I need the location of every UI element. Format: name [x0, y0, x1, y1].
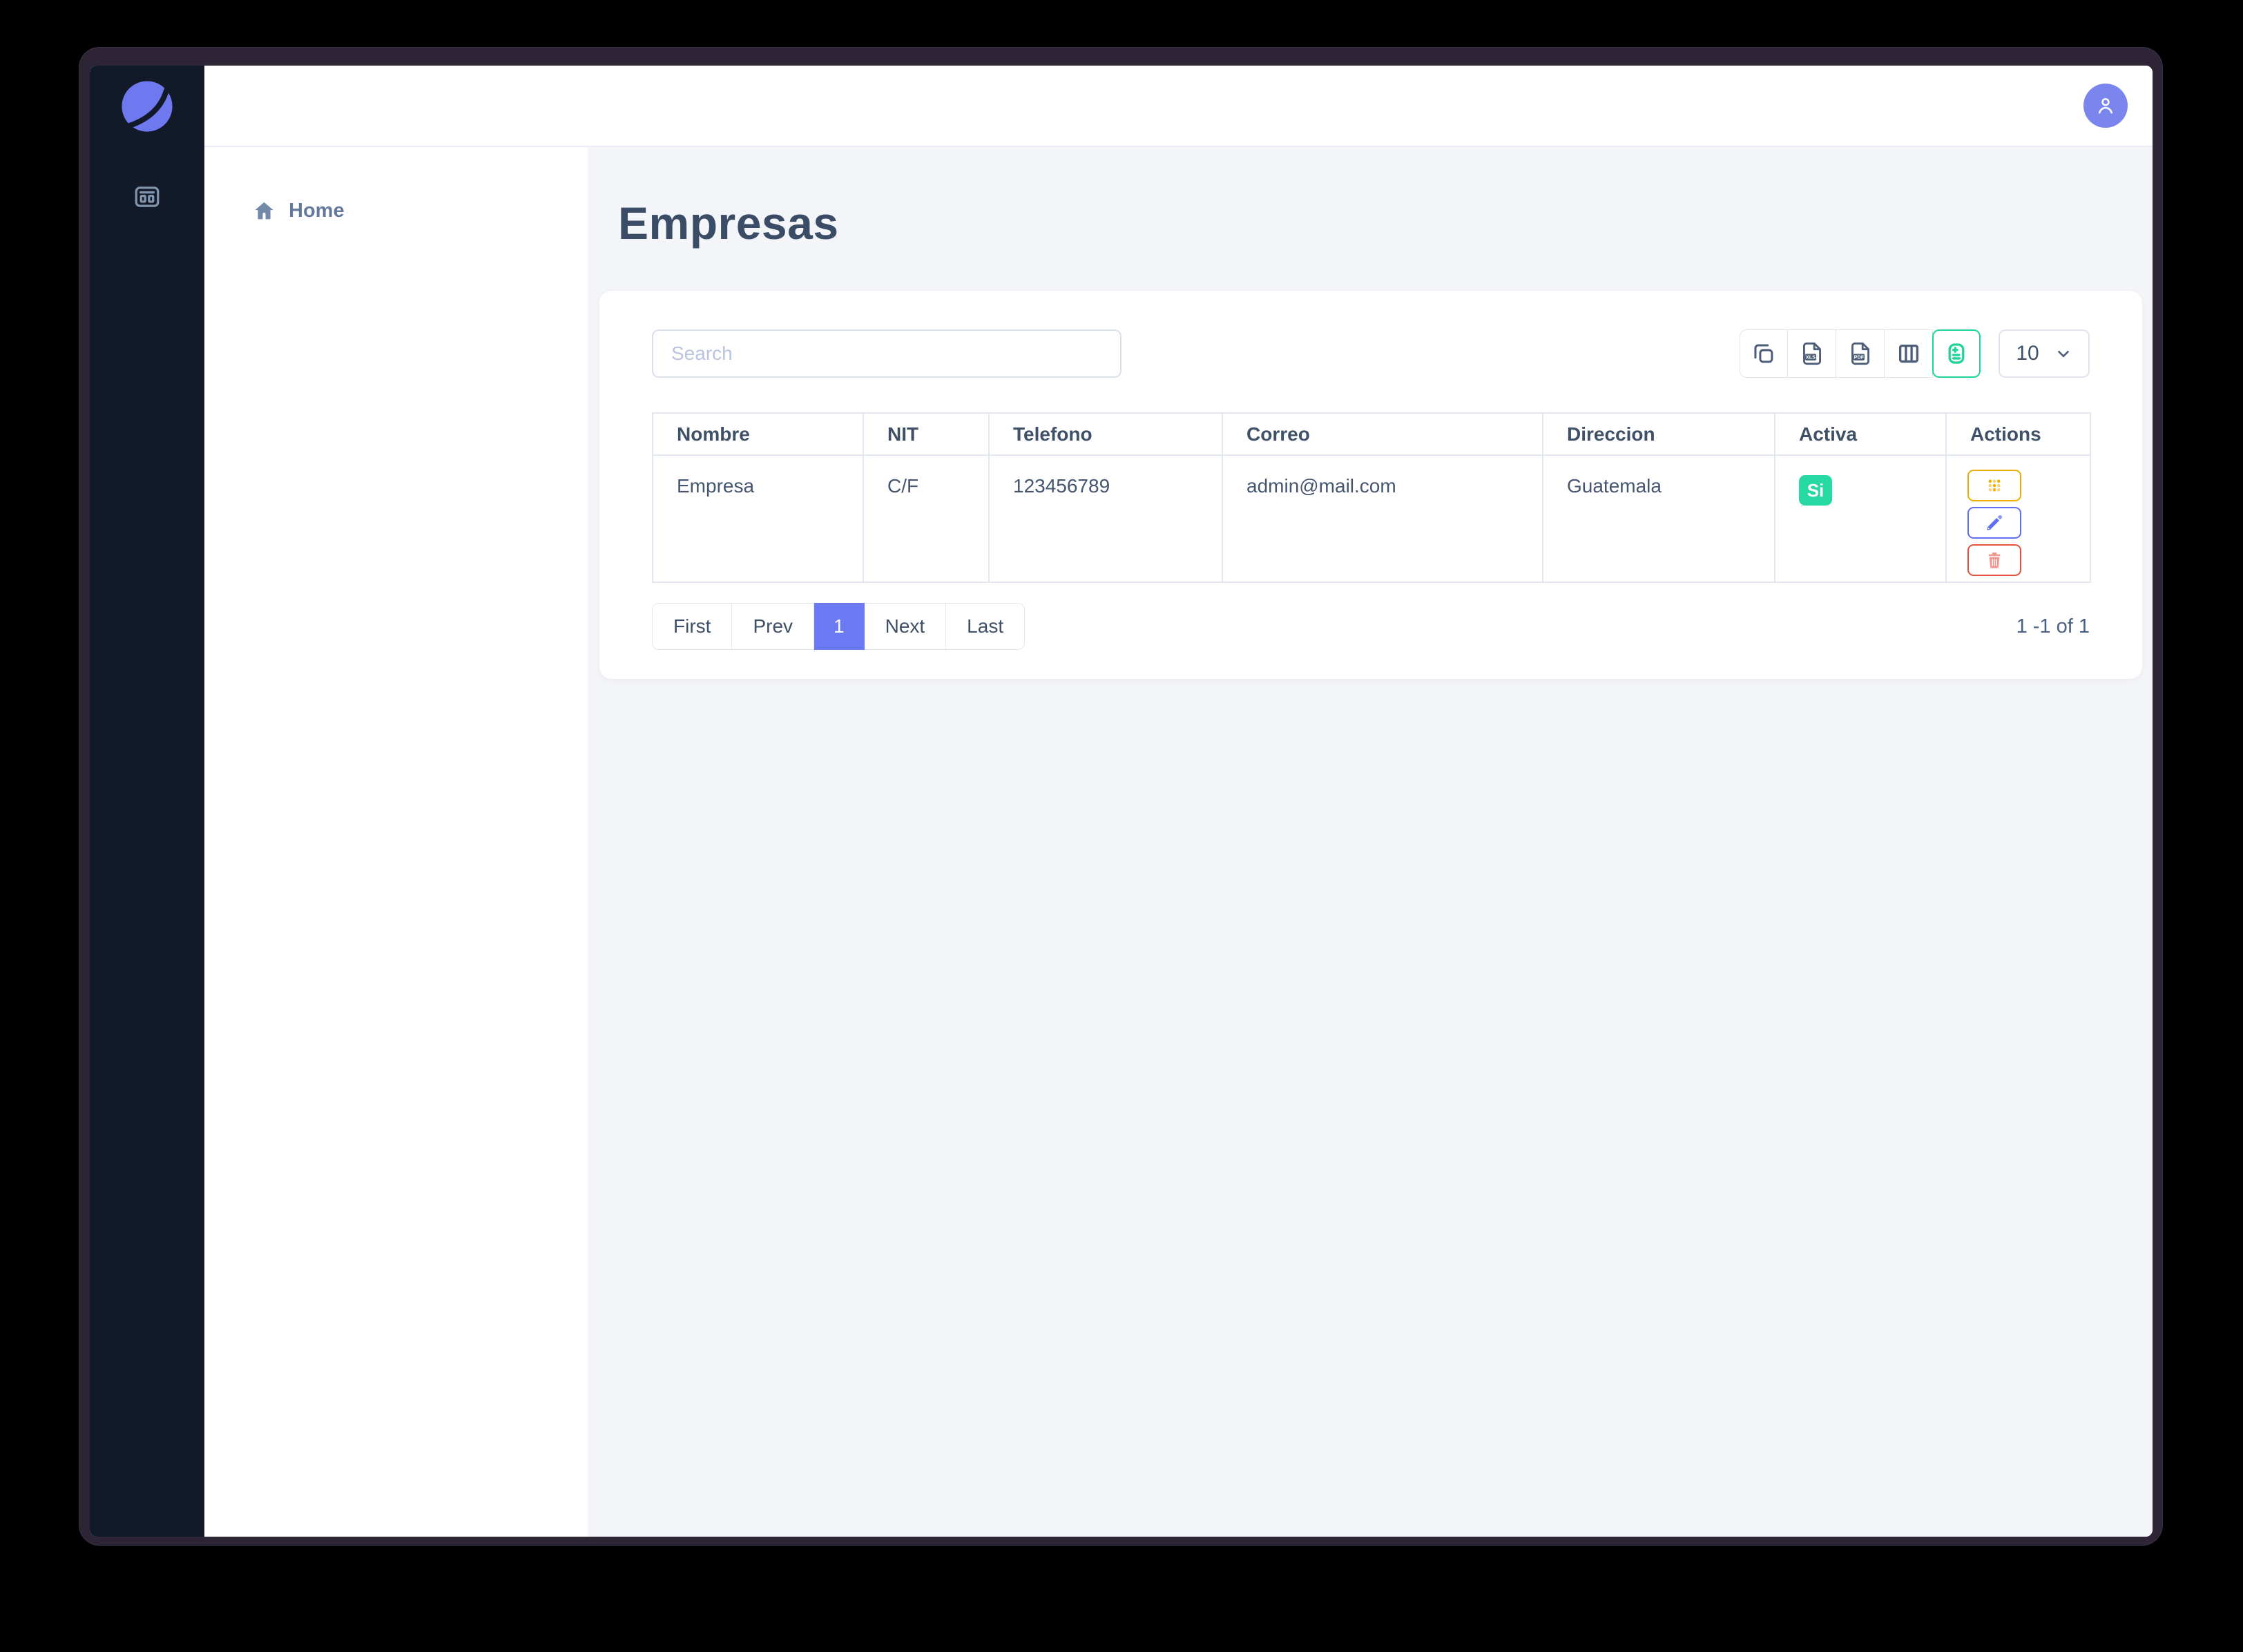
- column-header-nombre: Nombre: [652, 412, 864, 456]
- empresas-table: Nombre NIT Telefono Correo Direccion Act…: [652, 412, 2091, 583]
- user-icon: [2098, 98, 2113, 114]
- pagination-first-button[interactable]: First: [652, 603, 733, 650]
- pdf-file-icon: PDF: [1851, 342, 1869, 365]
- pencil-icon: [1987, 515, 2003, 530]
- edit-button[interactable]: [1967, 507, 2021, 539]
- column-header-activa: Activa: [1774, 412, 1947, 456]
- export-toolbar: XLS PDF: [1740, 329, 1981, 378]
- table-footer: First Prev 1 Next Last 1 -1 of 1: [652, 603, 2090, 650]
- pagination-next-button[interactable]: Next: [864, 603, 947, 650]
- cell-nit: C/F: [863, 454, 990, 583]
- dashboard-nav-button[interactable]: [126, 179, 168, 215]
- export-pdf-button[interactable]: PDF: [1836, 329, 1885, 378]
- right-controls: XLS PDF: [1740, 329, 2090, 378]
- pagination-last-button[interactable]: Last: [946, 603, 1026, 650]
- page-size-select[interactable]: 10: [1999, 329, 2090, 378]
- toggle-summary-button[interactable]: [1932, 329, 1981, 378]
- list-plus-icon: [1948, 343, 1965, 364]
- xls-file-icon: XLS: [1802, 342, 1821, 365]
- sidebar-item-label: Home: [289, 200, 345, 222]
- copy-button[interactable]: [1740, 329, 1788, 378]
- chevron-down-icon: [2057, 350, 2069, 358]
- app-content: Home Empresas: [90, 66, 2153, 1537]
- column-header-actions: Actions: [1945, 412, 2091, 456]
- dots-grid-icon: [1988, 479, 2001, 492]
- user-avatar-button[interactable]: [2083, 84, 2128, 128]
- cell-correo: admin@mail.com: [1222, 454, 1543, 583]
- home-icon: [255, 202, 273, 220]
- cell-activa: Si: [1774, 454, 1947, 583]
- cell-direccion: Guatemala: [1542, 454, 1775, 583]
- pagination-prev-button[interactable]: Prev: [732, 603, 815, 650]
- status-badge: Si: [1799, 475, 1832, 506]
- nav-sidebar: Home: [204, 147, 588, 1537]
- cell-telefono: 123456789: [988, 454, 1223, 583]
- copy-icon: [1754, 344, 1773, 363]
- page-size-value: 10: [2016, 342, 2039, 365]
- search-input[interactable]: [652, 329, 1122, 378]
- pagination-page-1-button[interactable]: 1: [814, 603, 865, 650]
- app-window: Home Empresas: [79, 47, 2163, 1546]
- icon-rail: [90, 66, 204, 1537]
- page-title: Empresas: [618, 198, 839, 249]
- column-header-direccion: Direccion: [1542, 412, 1775, 456]
- dashboard-icon: [135, 186, 160, 207]
- table-controls: XLS PDF: [652, 329, 2090, 378]
- view-details-button[interactable]: [1967, 470, 2021, 501]
- export-xls-button[interactable]: XLS: [1788, 329, 1836, 378]
- sidebar-item-home[interactable]: Home: [204, 200, 588, 222]
- svg-text:PDF: PDF: [1854, 354, 1864, 361]
- top-bar: [204, 66, 2153, 147]
- table-header-row: Nombre NIT Telefono Correo Direccion Act…: [652, 412, 2091, 456]
- cell-nombre: Empresa: [652, 454, 864, 583]
- main-area: Empresas: [588, 147, 2153, 1537]
- cell-actions: [1945, 454, 2091, 583]
- svg-text:XLS: XLS: [1805, 354, 1815, 361]
- columns-icon: [1898, 344, 1918, 363]
- delete-button[interactable]: [1967, 544, 2021, 576]
- columns-button[interactable]: [1885, 329, 1933, 378]
- table-row: Empresa C/F 123456789 admin@mail.com Gua…: [652, 454, 2091, 583]
- trash-icon: [1988, 552, 2001, 568]
- pagination: First Prev 1 Next Last: [652, 603, 1026, 650]
- empresas-card: XLS PDF: [599, 291, 2142, 679]
- column-header-telefono: Telefono: [988, 412, 1223, 456]
- pagination-summary: 1 -1 of 1: [2016, 615, 2090, 637]
- column-header-nit: NIT: [863, 412, 990, 456]
- brand-logo-icon: [122, 81, 173, 132]
- column-header-correo: Correo: [1222, 412, 1543, 456]
